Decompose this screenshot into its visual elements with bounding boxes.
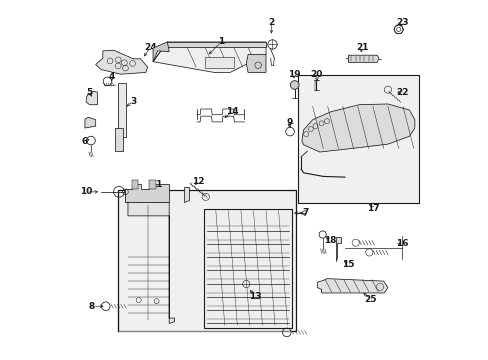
Text: 9: 9 xyxy=(285,118,292,127)
Text: 19: 19 xyxy=(287,70,300,79)
Polygon shape xyxy=(131,180,138,189)
Text: 13: 13 xyxy=(248,292,261,301)
Polygon shape xyxy=(317,279,387,293)
Bar xyxy=(118,83,125,137)
Text: 1: 1 xyxy=(218,37,224,46)
Text: 4: 4 xyxy=(108,72,115,81)
Polygon shape xyxy=(246,54,265,72)
Polygon shape xyxy=(153,42,265,72)
Text: 18: 18 xyxy=(323,237,335,246)
Bar xyxy=(297,75,418,203)
Text: 11: 11 xyxy=(149,180,162,189)
Text: 5: 5 xyxy=(86,87,93,96)
Text: 15: 15 xyxy=(342,261,354,270)
Text: 3: 3 xyxy=(130,96,136,105)
Text: 7: 7 xyxy=(302,208,308,217)
Text: 17: 17 xyxy=(366,204,379,213)
Text: 8: 8 xyxy=(89,302,95,311)
Bar xyxy=(204,57,233,68)
Polygon shape xyxy=(85,117,96,128)
Text: 16: 16 xyxy=(395,239,407,248)
Bar xyxy=(204,210,292,328)
Text: 2: 2 xyxy=(268,18,274,27)
Polygon shape xyxy=(125,184,169,202)
Polygon shape xyxy=(301,104,414,152)
Text: 20: 20 xyxy=(309,70,322,79)
Circle shape xyxy=(290,81,298,89)
Text: 24: 24 xyxy=(144,43,157,52)
Polygon shape xyxy=(348,55,378,62)
Polygon shape xyxy=(149,180,156,189)
Text: 10: 10 xyxy=(81,187,93,196)
Text: 22: 22 xyxy=(395,87,407,96)
Bar xyxy=(118,190,295,331)
Polygon shape xyxy=(183,187,188,202)
Text: 25: 25 xyxy=(364,294,376,303)
Text: 6: 6 xyxy=(81,137,88,146)
Polygon shape xyxy=(125,191,174,323)
Polygon shape xyxy=(153,42,169,62)
Polygon shape xyxy=(96,50,147,74)
Text: 14: 14 xyxy=(225,107,238,116)
Bar xyxy=(115,128,122,151)
Polygon shape xyxy=(86,91,97,105)
Text: 12: 12 xyxy=(191,177,203,186)
Text: 23: 23 xyxy=(395,18,407,27)
Polygon shape xyxy=(335,237,341,261)
Polygon shape xyxy=(167,42,265,47)
Text: 21: 21 xyxy=(355,43,367,52)
